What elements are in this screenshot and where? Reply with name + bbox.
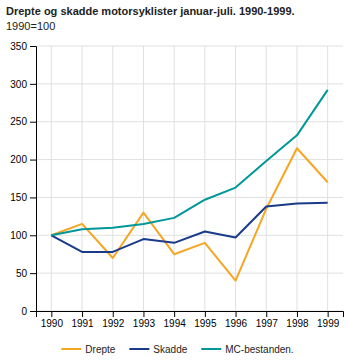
tick-mark [113,311,114,317]
tick-label: 1995 [194,318,217,329]
tick: 250 [10,116,36,127]
tick-label: 1991 [71,318,94,329]
grid-line [235,46,236,311]
tick: 1996 [225,311,248,329]
grid-line [174,46,175,311]
tick-label: 1996 [225,318,248,329]
tick: 1997 [256,311,279,329]
tick-mark [82,311,83,317]
grid-line [204,46,205,311]
legend-swatch [129,348,149,350]
chart: Drepte og skadde motorsyklister januar-j… [0,0,355,363]
line [51,148,327,280]
tick-mark [174,311,175,317]
legend: Drepte Skadde MC-bestanden. [61,344,293,355]
tick-label: 1998 [286,318,309,329]
tick-label: 300 [10,79,27,90]
tick-mark [297,311,298,317]
title: Drepte og skadde motorsyklister januar-j… [6,5,295,17]
tick: 1990 [41,311,64,329]
axis-line [30,47,37,312]
y-axis: 0 50 100 150 200 250 300 350 [10,41,36,317]
grid-line [51,46,52,311]
grid-line [112,46,113,311]
tick-label: 1997 [256,318,279,329]
tick-mark [143,311,144,317]
tick-label: 200 [10,154,27,165]
tick-mark [205,311,206,317]
tick: 100 [10,230,36,241]
tick-mark [30,311,36,312]
tick-mark [30,122,36,123]
tick: 1999 [317,311,340,329]
tick-mark [51,311,52,317]
plot-area [51,90,327,281]
tick-mark [30,197,36,198]
tick-mark [30,235,36,236]
legend-label: Skadde [153,344,187,355]
tick-mark [236,311,237,317]
tick: 1993 [133,311,156,329]
tick: 1991 [71,311,94,329]
tick-label: 250 [10,116,27,127]
tick-label: 1994 [164,318,187,329]
tick-mark [30,160,36,161]
tick: 1995 [194,311,217,329]
tick: 50 [16,268,36,279]
legend-item: Drepte [61,344,115,355]
tick: 200 [10,154,36,165]
grid-line [266,46,267,311]
tick: 350 [10,41,36,52]
x-axis: 1990 1991 1992 1993 1994 1995 1996 1997 1998 1999 [37,311,344,329]
grid [36,46,343,311]
tick-mark [328,311,329,317]
legend-label: MC-bestanden. [225,344,293,355]
tick: 150 [10,192,36,203]
tick: 1994 [164,311,187,329]
legend-label: Drepte [85,344,115,355]
tick-label: 0 [21,306,27,317]
tick: 1998 [286,311,309,329]
legend-swatch [201,348,221,350]
tick-mark [266,311,267,317]
grid-line [82,46,83,311]
grid-line [143,46,144,311]
tick-label: 1990 [41,318,64,329]
tick-label: 350 [10,41,27,52]
tick-mark [30,273,36,274]
grid-line [327,46,328,311]
tick-label: 1999 [317,318,340,329]
tick-label: 50 [16,268,28,279]
legend-swatch [61,348,81,350]
subtitle: 1990=100 [6,20,55,32]
legend-item: Skadde [129,344,187,355]
axis-line [37,312,344,318]
tick-label: 100 [10,230,27,241]
tick-label: 150 [10,192,27,203]
tick-label: 1993 [133,318,156,329]
tick-mark [30,46,36,47]
line [51,90,327,235]
tick: 0 [21,306,36,317]
tick: 1992 [102,311,125,329]
grid-line [296,46,297,311]
tick-mark [30,84,36,85]
line [51,203,327,252]
tick: 300 [10,79,36,90]
tick-label: 1992 [102,318,125,329]
legend-item: MC-bestanden. [201,344,293,355]
